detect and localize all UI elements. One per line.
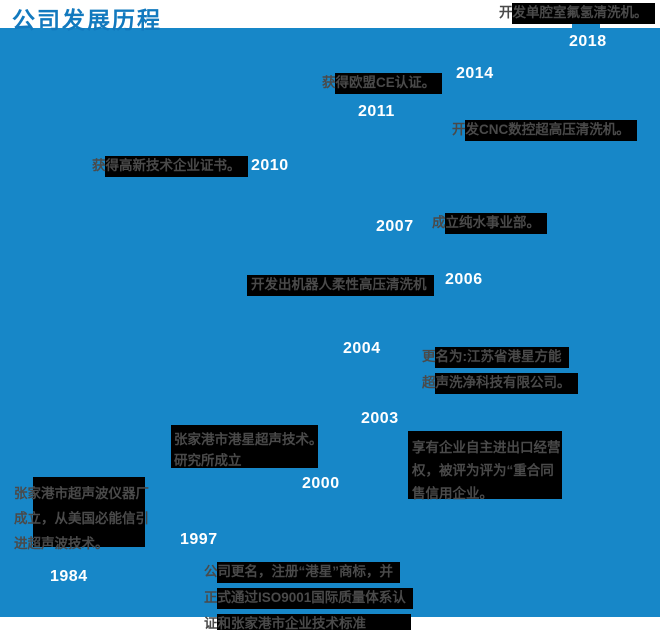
milestone-label-2003: 享有企业自主进出口经营 权，被评为评为“重合同 售信用企业。 — [408, 431, 562, 501]
year-2006: 2006 — [445, 271, 483, 288]
milestone-label-2010: 获得高新技术企业证书。 — [88, 156, 248, 182]
label-line: 权，被评为评为“重合同 — [412, 463, 554, 478]
label-line: 张家港市超声波仪器厂 — [14, 486, 149, 501]
year-2014: 2014 — [456, 65, 494, 82]
milestone-label-2018: 开发单腔室氟氢清洗机。 — [495, 3, 655, 29]
label-line: 正式通过ISO9001国际质量体系认 — [200, 588, 413, 609]
label-line: 超声洗净科技有限公司。 — [418, 373, 578, 394]
year-2011: 2011 — [358, 103, 395, 120]
year-2000: 2000 — [302, 475, 340, 492]
year-2010: 2010 — [251, 157, 289, 174]
label-line: 张家港市港星超声技术。 — [174, 432, 323, 447]
label-line: 更名为:江苏省港星方能 — [418, 347, 569, 368]
label-line: 获得欧盟CE认证。 — [318, 73, 443, 94]
year-1984: 1984 — [50, 568, 88, 585]
milestone-label-2007: 成立纯水事业部。 — [428, 213, 547, 239]
year-2007: 2007 — [376, 218, 414, 235]
label-line: 获得高新技术企业证书。 — [88, 156, 248, 177]
milestone-label-2004: 更名为:江苏省港星方能 超声洗净科技有限公司。 — [418, 347, 578, 399]
milestone-label-2006: 开发出机器人柔性高压清洗机 — [247, 275, 434, 301]
year-1997: 1997 — [180, 531, 218, 548]
year-2004: 2004 — [343, 340, 381, 357]
year-2018: 2018 — [569, 33, 607, 50]
label-line: 成立，从美国必能信引 — [14, 511, 149, 526]
year-2018-connector — [572, 22, 600, 31]
label-line: 开发出机器人柔性高压清洗机 — [247, 275, 434, 296]
label-line: 享有企业自主进出口经营 — [412, 440, 561, 455]
label-line: 开发单腔室氟氢清洗机。 — [495, 3, 655, 24]
milestone-label-1984: 张家港市超声波仪器厂 成立，从美国必能信引 进超声波技术。 — [14, 477, 149, 551]
label-line: 开发CNC数控超高压清洗机。 — [448, 120, 637, 141]
label-line: 成立纯水事业部。 — [428, 213, 547, 234]
label-line: 公司更名，注册“港星”商标，并 — [200, 562, 400, 583]
year-2003: 2003 — [361, 410, 399, 427]
milestone-label-2014: 获得欧盟CE认证。 — [318, 73, 443, 99]
milestone-label-1997: 公司更名，注册“港星”商标，并 正式通过ISO9001国际质量体系认 证和张家港… — [200, 562, 413, 630]
label-line: 售信用企业。 — [412, 486, 493, 501]
milestone-label-2000: 张家港市港星超声技术。 研究所成立 — [171, 425, 323, 468]
page-title: 公司发展历程 — [12, 7, 162, 33]
milestone-label-2011: 开发CNC数控超高压清洗机。 — [448, 120, 637, 146]
label-line: 证和张家港市企业技术标准 — [200, 614, 411, 630]
label-line: 研究所成立 — [174, 453, 242, 468]
label-line: 进超声波技术。 — [14, 536, 109, 551]
